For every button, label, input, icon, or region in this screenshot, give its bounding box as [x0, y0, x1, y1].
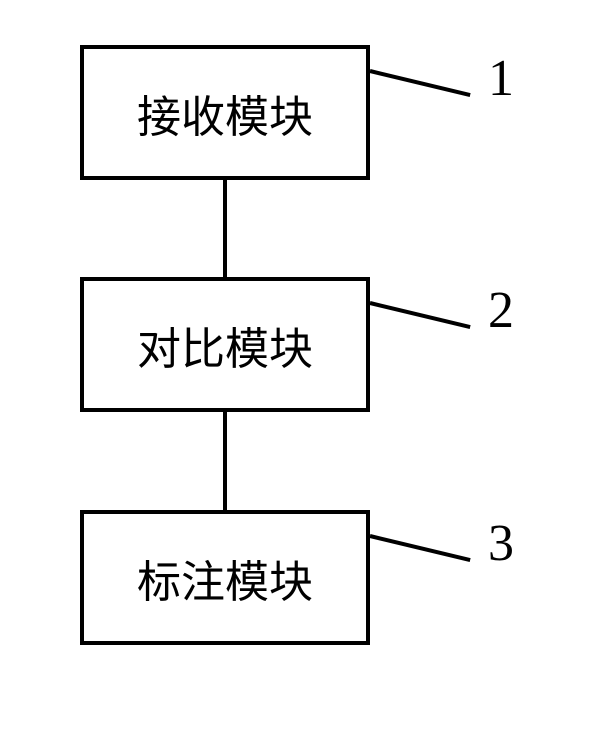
node-receive-module: 接收模块	[80, 45, 370, 180]
node-label: 标注模块	[137, 546, 313, 610]
connector-2-3	[223, 412, 227, 510]
number-label-2: 2	[488, 281, 514, 340]
callout-line-3	[370, 534, 471, 562]
callout-line-2	[370, 301, 471, 329]
connector-1-2	[223, 180, 227, 277]
node-compare-module: 对比模块	[80, 277, 370, 412]
number-label-1: 1	[488, 49, 514, 108]
node-annotate-module: 标注模块	[80, 510, 370, 645]
number-label-3: 3	[488, 514, 514, 573]
node-label: 接收模块	[137, 81, 313, 145]
node-label: 对比模块	[137, 313, 313, 377]
callout-line-1	[370, 69, 471, 97]
